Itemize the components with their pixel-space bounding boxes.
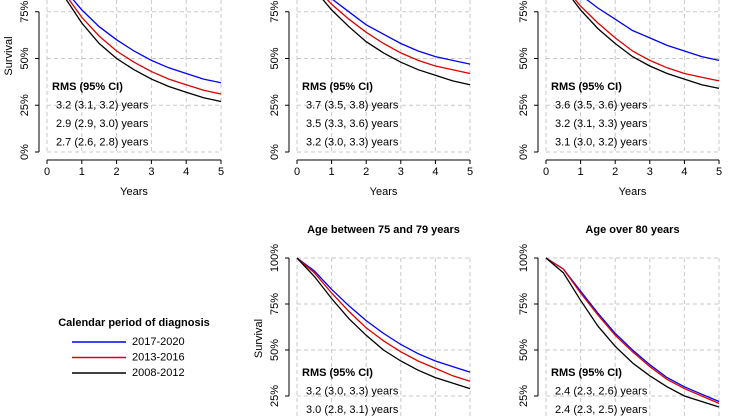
x-tick-label: 5 xyxy=(467,166,473,178)
survival-curve xyxy=(545,257,720,408)
rms-label: 2.7 (2.6, 2.8) years xyxy=(56,136,149,148)
survival-curve xyxy=(586,0,720,62)
x-tick-label: 5 xyxy=(218,166,224,178)
y-tick-label: 75% xyxy=(269,293,281,315)
survival-curve xyxy=(68,0,222,95)
survival-curve xyxy=(545,257,720,403)
rms-label: 3.7 (3.5, 3.8) years xyxy=(306,99,399,111)
y-tick-label: 50% xyxy=(518,339,530,361)
rms-title: RMS (95% CI) xyxy=(551,81,622,93)
rms-label: 3.2 (3.0, 3.3) years xyxy=(306,385,399,397)
x-tick-label: 4 xyxy=(432,166,438,178)
x-axis-label: Years xyxy=(619,186,647,198)
rms-label: 2.4 (2.3, 2.5) years xyxy=(555,404,648,416)
rms-label: 3.2 (3.1, 3.3) years xyxy=(555,118,648,130)
rms-title: RMS (95% CI) xyxy=(302,367,373,379)
survival-curve xyxy=(572,0,720,90)
survival-curve xyxy=(322,0,471,86)
legend-title: Calendar period of diagnosis xyxy=(58,317,210,329)
survival-curve xyxy=(332,0,471,65)
survival-curve xyxy=(574,0,720,82)
rms-title: RMS (95% CI) xyxy=(551,367,622,379)
y-tick-label: 50% xyxy=(269,47,281,69)
survival-curve xyxy=(72,0,222,84)
y-tick-label: 75% xyxy=(518,1,530,23)
y-axis-label: Survival xyxy=(3,36,15,75)
x-tick-label: 1 xyxy=(578,166,584,178)
y-tick-label: 0% xyxy=(19,144,31,160)
survival-curve xyxy=(296,257,471,390)
x-axis-label: Years xyxy=(370,186,398,198)
y-tick-label: 0% xyxy=(518,144,530,160)
chart-title: Age between 75 and 79 years xyxy=(307,224,460,236)
rms-label: 3.2 (3.0, 3.3) years xyxy=(306,136,399,148)
y-tick-label: 75% xyxy=(269,1,281,23)
x-tick-label: 0 xyxy=(44,166,50,178)
x-axis-label: Years xyxy=(120,186,148,198)
y-tick-label: 100% xyxy=(269,244,281,272)
y-tick-label: 0% xyxy=(269,144,281,160)
rms-label: 3.5 (3.3, 3.6) years xyxy=(306,118,399,130)
rms-label: 3.0 (2.8, 3.1) years xyxy=(306,404,399,416)
y-axis-label: Survival xyxy=(253,319,265,358)
x-tick-label: 4 xyxy=(183,166,189,178)
chart-title: Age over 80 years xyxy=(585,224,679,236)
x-tick-label: 1 xyxy=(329,166,335,178)
legend-label: 2013-2016 xyxy=(132,351,185,363)
x-tick-label: 2 xyxy=(114,166,120,178)
survival-curve xyxy=(326,0,471,75)
y-tick-label: 25% xyxy=(269,94,281,116)
y-tick-label: 50% xyxy=(518,47,530,69)
legend-label: 2017-2020 xyxy=(132,336,185,348)
x-tick-label: 2 xyxy=(363,166,369,178)
y-tick-label: 100% xyxy=(518,244,530,272)
rms-title: RMS (95% CI) xyxy=(52,81,123,93)
rms-label: 2.9 (2.9, 3.0) years xyxy=(56,118,149,130)
x-tick-label: 0 xyxy=(543,166,549,178)
x-tick-label: 2 xyxy=(612,166,618,178)
y-tick-label: 25% xyxy=(269,385,281,407)
y-tick-label: 75% xyxy=(518,293,530,315)
y-tick-label: 75% xyxy=(19,1,31,23)
rms-label: 3.6 (3.5, 3.6) years xyxy=(555,99,648,111)
y-tick-label: 25% xyxy=(518,385,530,407)
x-tick-label: 3 xyxy=(398,166,404,178)
x-tick-label: 4 xyxy=(681,166,687,178)
survival-curve xyxy=(296,257,471,373)
y-tick-label: 50% xyxy=(269,339,281,361)
rms-label: 3.1 (3.0, 3.2) years xyxy=(555,136,648,148)
rms-label: 3.2 (3.1, 3.2) years xyxy=(56,99,149,111)
survival-curve xyxy=(65,0,222,103)
rms-title: RMS (95% CI) xyxy=(302,81,373,93)
legend-label: 2008-2012 xyxy=(132,367,185,379)
x-tick-label: 1 xyxy=(79,166,85,178)
survival-curve xyxy=(545,257,720,404)
x-tick-label: 3 xyxy=(148,166,154,178)
x-tick-label: 3 xyxy=(647,166,653,178)
y-tick-label: 50% xyxy=(19,47,31,69)
y-tick-label: 25% xyxy=(19,94,31,116)
x-tick-label: 0 xyxy=(294,166,300,178)
y-tick-label: 25% xyxy=(518,94,530,116)
survival-curve xyxy=(296,257,471,382)
rms-label: 2.4 (2.3, 2.6) years xyxy=(555,385,648,397)
x-tick-label: 5 xyxy=(716,166,722,178)
